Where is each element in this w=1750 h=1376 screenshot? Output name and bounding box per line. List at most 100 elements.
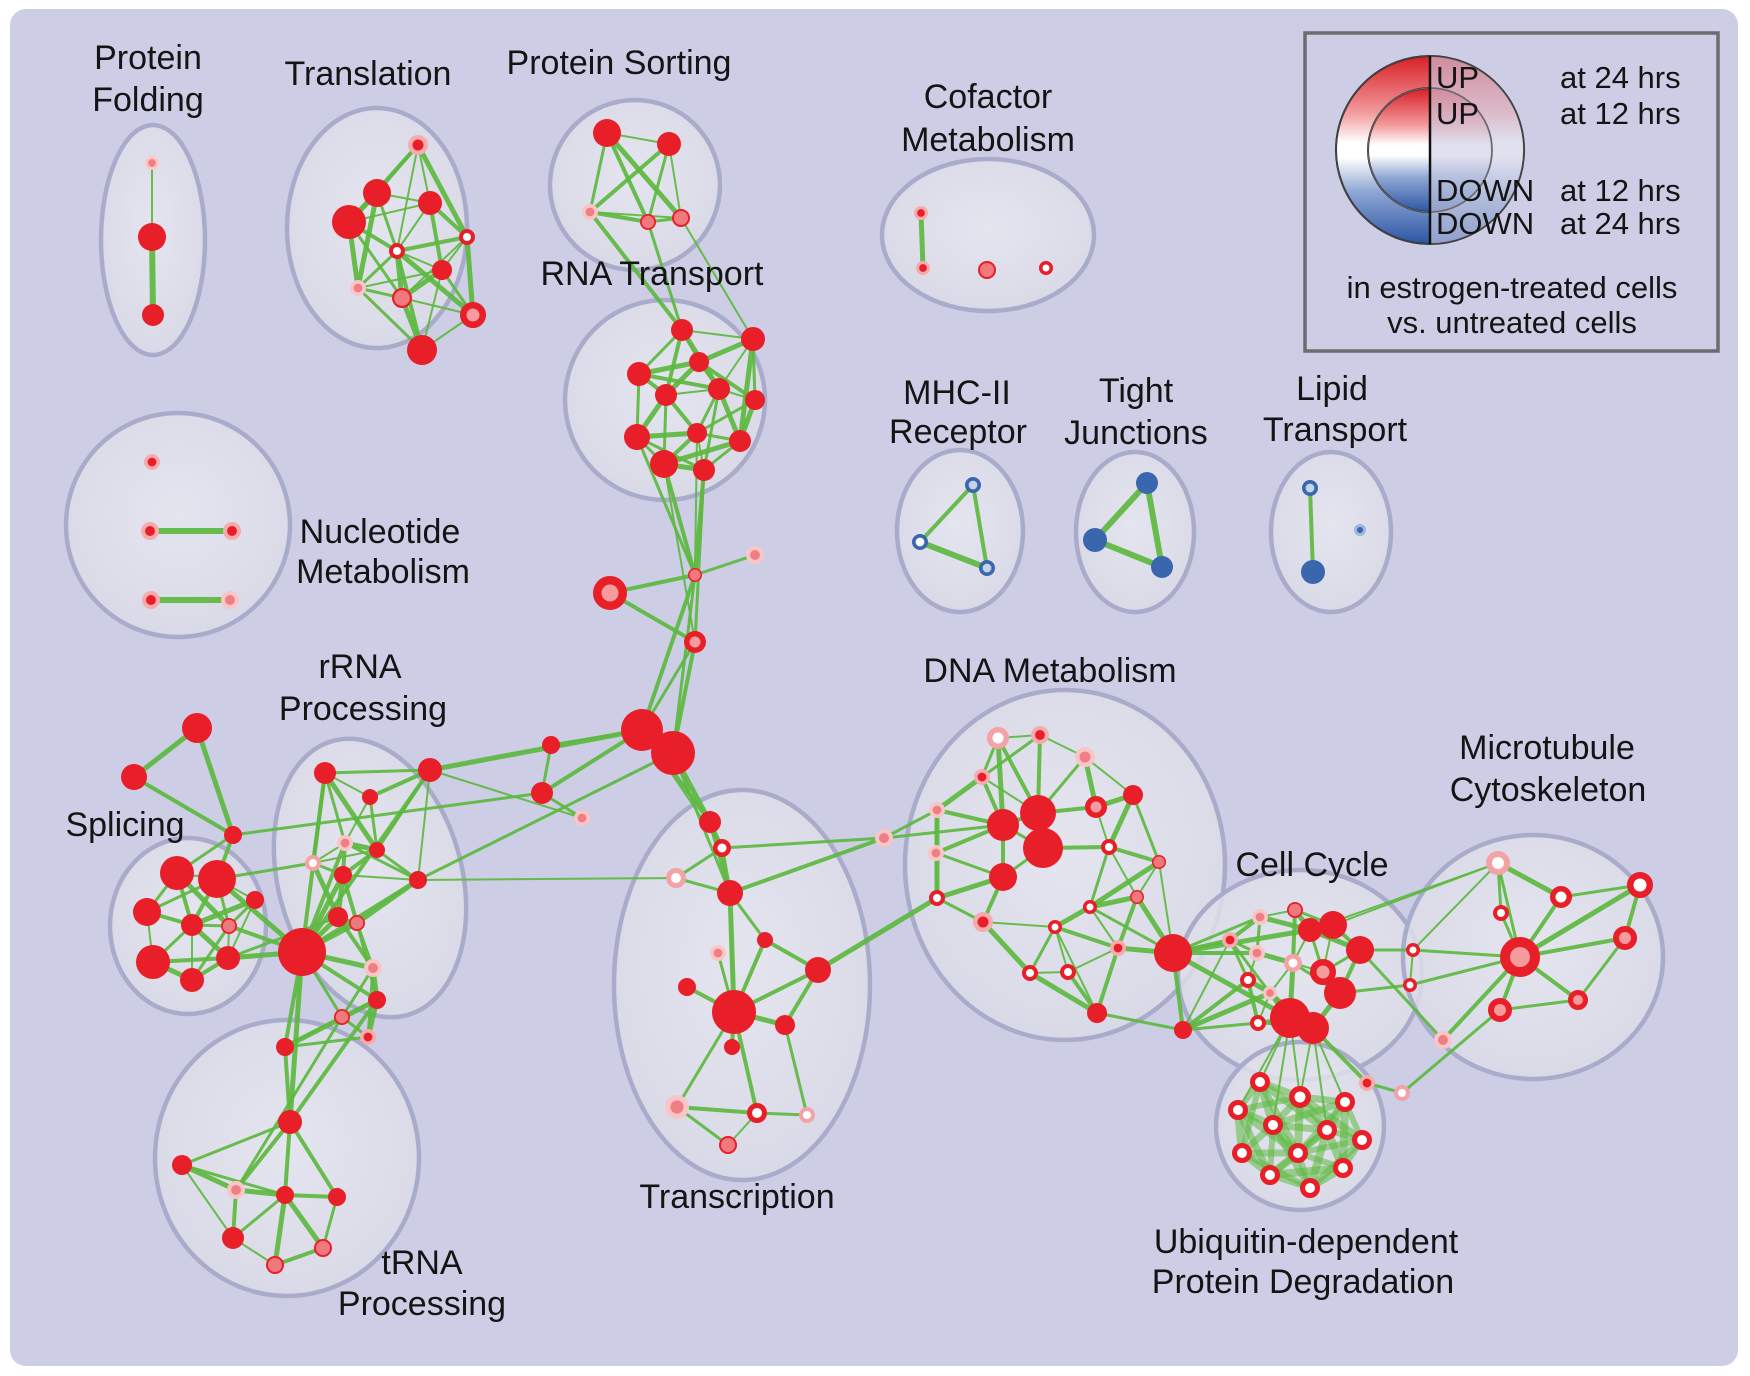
node-d6 — [1085, 796, 1107, 818]
edge-cc16-cc15 — [1182, 939, 1231, 1031]
edge-ps3-ps4 — [588, 210, 650, 224]
node-d14 — [927, 844, 944, 861]
edge-cc5-cc21 — [1358, 948, 1445, 1042]
node-t3 — [418, 191, 442, 215]
edge-tr14-tr10 — [783, 1023, 809, 1117]
edge-r10-r12 — [340, 966, 375, 1019]
node-r14 — [359, 1029, 376, 1046]
node-s7 — [180, 968, 204, 992]
edge-t1-t5 — [415, 142, 470, 240]
legend: UP at 24 hrs UP at 12 hrs DOWN at 12 hrs… — [1303, 31, 1720, 353]
node-tr5 — [757, 932, 773, 948]
edge-d4-d5 — [934, 774, 985, 813]
edge-rt8-c1 — [635, 435, 697, 577]
node-r16 — [418, 758, 442, 782]
node-d12 — [1101, 839, 1117, 855]
cluster-protein-sorting — [547, 97, 723, 273]
legend-time-down24: at 24 hrs — [1560, 206, 1681, 241]
edge-x1-d9 — [882, 823, 1005, 840]
node-cc16 — [1174, 1021, 1192, 1039]
node-rt7 — [745, 390, 765, 410]
node-d4 — [973, 768, 990, 785]
node-d5 — [928, 801, 945, 818]
node-t1 — [408, 135, 428, 155]
edge-n1-n3 — [234, 1120, 292, 1192]
node-s4 — [181, 914, 203, 936]
edge-t5-t10 — [464, 234, 476, 318]
legend-time-down12: at 12 hrs — [1560, 173, 1681, 208]
node-t2 — [363, 179, 391, 207]
node-u12 — [1300, 1178, 1320, 1198]
legend-dir-down24: DOWN — [1436, 206, 1534, 241]
node-t11 — [407, 335, 437, 365]
node-tr9 — [712, 990, 756, 1034]
edge-r13-r11 — [282, 997, 380, 1050]
node-cc3 — [1298, 918, 1322, 942]
edge-n4-n7 — [282, 1192, 326, 1251]
edge-d20-d21 — [1067, 947, 1119, 973]
node-cc1 — [1252, 908, 1269, 925]
node-lp1 — [1302, 479, 1319, 496]
edge-r1-r3 — [323, 771, 347, 845]
edge-r16-r15 — [417, 769, 431, 881]
node-r2 — [362, 789, 378, 805]
node-pf3 — [142, 304, 164, 326]
edge-rt1-rt5 — [664, 328, 684, 397]
cluster-label-mhc-ii-receptor: Receptor — [889, 413, 1027, 451]
node-r3 — [336, 834, 353, 851]
node-lp3 — [1354, 524, 1366, 536]
node-n8 — [265, 1255, 284, 1274]
node-tr10 — [775, 1015, 795, 1035]
node-r13 — [276, 1038, 294, 1056]
node-cc6 — [1310, 959, 1336, 985]
edge-rt7-rt9 — [695, 398, 757, 435]
node-mh3 — [978, 559, 995, 576]
node-rt8 — [624, 424, 650, 450]
node-ps2 — [657, 132, 681, 156]
node-r4 — [305, 855, 321, 871]
node-cc9 — [1249, 944, 1266, 961]
cluster-label-splicing: Splicing — [65, 806, 184, 844]
node-d9 — [987, 809, 1019, 841]
edge-n6-n4 — [231, 1193, 287, 1240]
node-c5 — [621, 709, 663, 751]
legend-dir-up12: UP — [1436, 96, 1479, 131]
node-r8 — [328, 907, 348, 927]
node-nm1 — [144, 453, 161, 470]
node-t8 — [349, 279, 366, 296]
node-rt2 — [741, 327, 765, 351]
node-c2 — [746, 546, 765, 565]
node-d1 — [987, 727, 1009, 749]
node-a1 — [182, 713, 212, 743]
node-m3 — [1493, 905, 1509, 921]
node-tr8 — [805, 957, 831, 983]
node-u8 — [1232, 1143, 1252, 1163]
node-u7 — [1352, 1130, 1372, 1150]
edge-m5-m6 — [1498, 998, 1580, 1012]
node-nm3 — [222, 522, 241, 541]
node-n3 — [226, 1181, 245, 1200]
node-r11 — [368, 991, 386, 1009]
edge-r2-r6 — [368, 795, 379, 852]
edge-tr12-tr13 — [675, 1105, 759, 1115]
node-rt1 — [671, 319, 693, 341]
cluster-label-cell-cycle: Cell Cycle — [1235, 846, 1388, 884]
edge-d3-d7 — [1084, 756, 1134, 796]
node-rt9 — [687, 423, 707, 443]
node-tj2 — [1083, 528, 1107, 552]
node-pf2 — [138, 223, 166, 251]
cluster-label-tight-junctions: Junctions — [1064, 414, 1208, 452]
edge-tj1-tj2 — [1092, 480, 1150, 543]
cluster-mhc-ii-receptor — [894, 447, 1026, 615]
cluster-label-protein-folding: Protein — [94, 39, 202, 77]
edge-cc16-cc11 — [1180, 990, 1273, 1033]
edge-r16-r6 — [375, 768, 432, 852]
node-tr12 — [665, 1094, 690, 1119]
cluster-label-nucleotide-metabolism: Nucleotide — [300, 513, 461, 551]
node-nm2 — [140, 522, 159, 541]
node-m6 — [1568, 990, 1588, 1010]
node-c8 — [531, 782, 553, 804]
edge-rt12-rt6 — [702, 387, 721, 472]
edge-d12-d22 — [1108, 846, 1138, 898]
